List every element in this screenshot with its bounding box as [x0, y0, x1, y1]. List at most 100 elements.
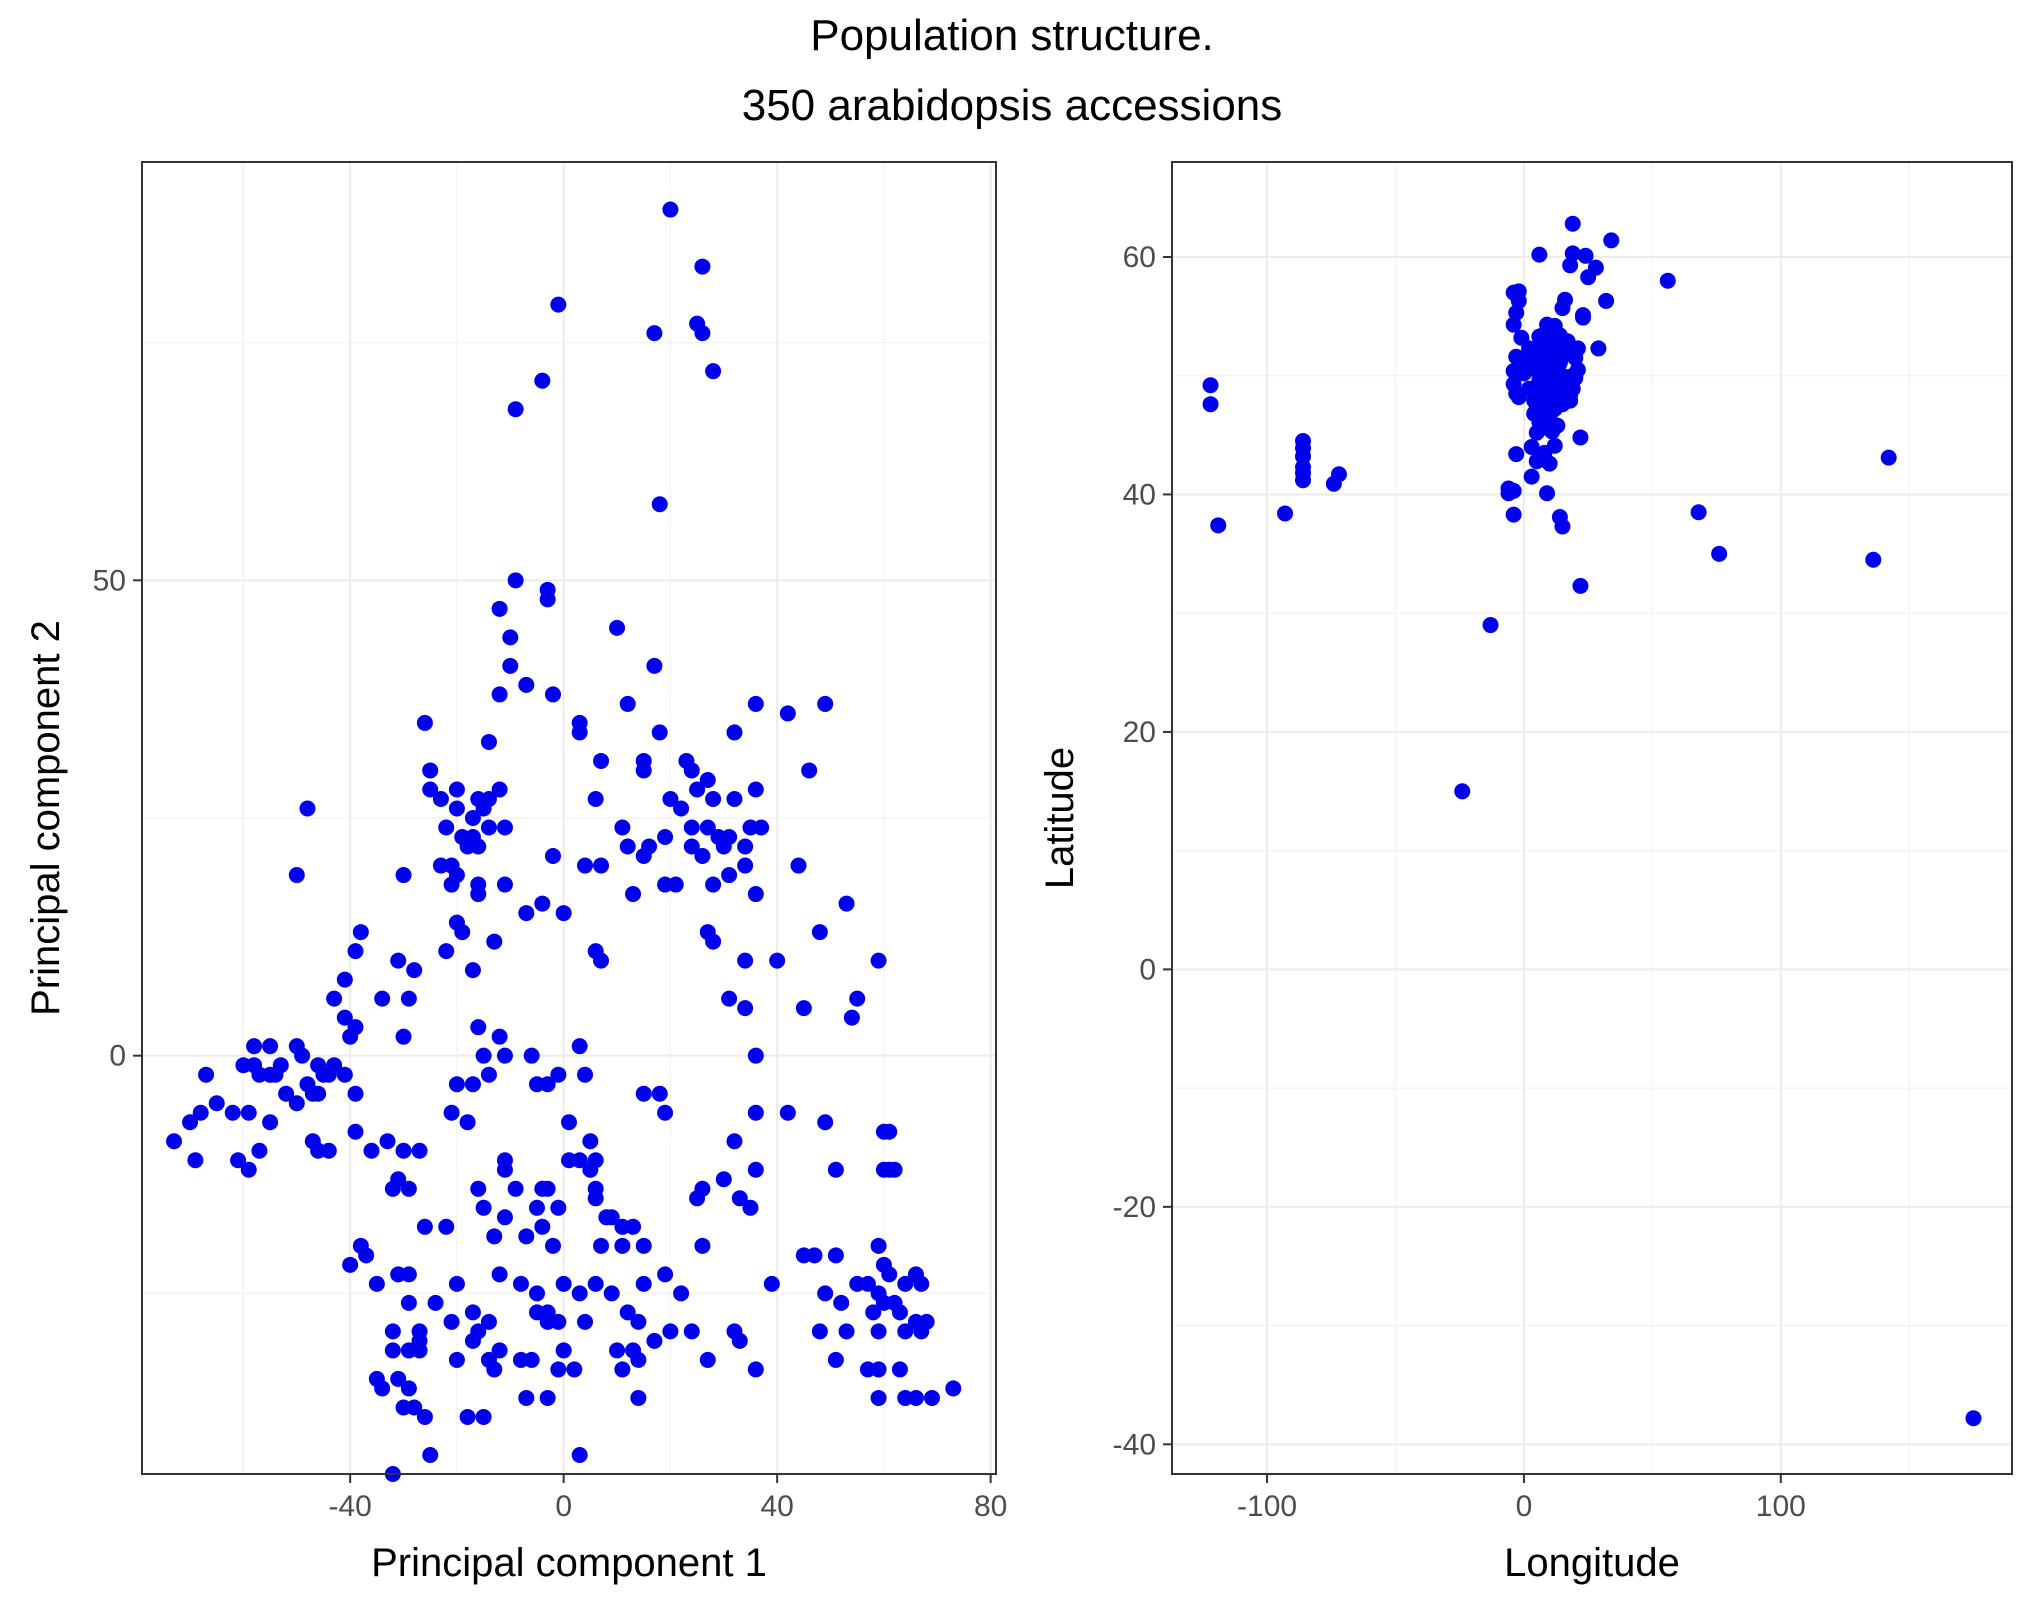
data-point — [288, 1095, 305, 1112]
data-point — [384, 1323, 401, 1340]
data-point — [411, 1342, 428, 1359]
x-tick-label: 0 — [1516, 1490, 1533, 1523]
y-tick-label: 0 — [1139, 953, 1156, 986]
data-point — [326, 990, 343, 1007]
data-point — [528, 1285, 545, 1302]
data-point — [507, 401, 524, 418]
data-point — [683, 1323, 700, 1340]
data-point — [1572, 577, 1589, 594]
data-point — [1690, 504, 1707, 521]
data-point — [539, 1076, 556, 1093]
y-axis-title: Latitude — [1038, 747, 1082, 889]
data-point — [336, 1066, 353, 1083]
data-point — [1539, 485, 1556, 502]
data-point — [438, 943, 455, 960]
data-point — [518, 1228, 535, 1245]
data-point — [897, 1275, 914, 1292]
data-point — [262, 1038, 279, 1055]
data-point — [635, 762, 652, 779]
data-point — [891, 1361, 908, 1378]
y-tick-label: 0 — [109, 1040, 126, 1073]
data-point — [368, 1275, 385, 1292]
data-point — [790, 857, 807, 874]
data-point — [673, 800, 690, 817]
data-point — [507, 1180, 524, 1197]
data-point — [662, 201, 679, 218]
data-point — [518, 676, 535, 693]
x-axis-title: Principal component 1 — [371, 1541, 767, 1585]
data-point — [1575, 307, 1592, 324]
y-axis-title: Principal component 2 — [24, 620, 68, 1016]
data-point — [827, 1247, 844, 1264]
data-point — [1533, 397, 1550, 414]
data-point — [747, 1047, 764, 1064]
data-point — [438, 819, 455, 836]
data-point — [400, 990, 417, 1007]
data-point — [496, 876, 513, 893]
data-point — [523, 1351, 540, 1368]
data-point — [721, 990, 738, 1007]
data-point — [561, 1114, 577, 1131]
data-point — [486, 933, 503, 950]
data-point — [182, 1114, 199, 1131]
data-point — [294, 1047, 311, 1064]
data-point — [694, 325, 711, 342]
data-point — [544, 1237, 561, 1254]
data-point — [737, 1000, 754, 1017]
data-point — [1562, 392, 1579, 409]
data-point — [496, 1161, 513, 1178]
data-point — [342, 1028, 359, 1045]
data-point — [571, 1152, 588, 1169]
data-point — [486, 1361, 503, 1378]
data-point — [1549, 417, 1566, 434]
data-point — [416, 714, 433, 731]
x-tick-label: 80 — [974, 1490, 1007, 1523]
data-point — [1554, 518, 1571, 535]
data-point — [566, 1361, 583, 1378]
data-point — [731, 1190, 748, 1207]
x-tick-label: -100 — [1237, 1490, 1297, 1523]
data-point — [1505, 316, 1522, 333]
data-point — [192, 1104, 209, 1121]
data-point — [1295, 472, 1312, 489]
data-point — [342, 1256, 359, 1273]
data-point — [897, 1323, 914, 1340]
data-point — [646, 325, 663, 342]
data-point — [395, 867, 412, 884]
data-point — [913, 1323, 930, 1340]
data-point — [1508, 446, 1525, 463]
data-point — [432, 790, 449, 807]
data-point — [571, 1446, 588, 1463]
data-point — [491, 600, 508, 617]
data-point — [539, 1389, 556, 1406]
data-point — [683, 819, 700, 836]
data-point — [907, 1389, 924, 1406]
data-point — [747, 781, 764, 798]
data-point — [208, 1095, 225, 1112]
x-tick-label: 40 — [760, 1490, 793, 1523]
data-point — [657, 1266, 674, 1283]
data-point — [630, 1351, 647, 1368]
y-tick-label: 60 — [1123, 241, 1156, 274]
data-point — [384, 1180, 401, 1197]
y-tick-label: 50 — [93, 564, 126, 597]
y-tick-label: 40 — [1123, 478, 1156, 511]
data-point — [262, 1114, 279, 1131]
data-point — [593, 752, 610, 769]
data-point — [550, 1199, 567, 1216]
data-point — [198, 1066, 215, 1083]
data-point — [411, 1142, 428, 1159]
data-point — [1505, 506, 1522, 523]
data-point — [1711, 545, 1728, 562]
data-point — [422, 781, 439, 798]
data-point — [1659, 272, 1676, 289]
data-point — [742, 1199, 759, 1216]
data-point — [619, 838, 636, 855]
data-point — [448, 781, 465, 798]
data-point — [609, 619, 626, 636]
data-point — [363, 1142, 380, 1159]
data-point — [336, 971, 353, 988]
data-point — [1541, 455, 1558, 472]
data-point — [945, 1380, 962, 1397]
